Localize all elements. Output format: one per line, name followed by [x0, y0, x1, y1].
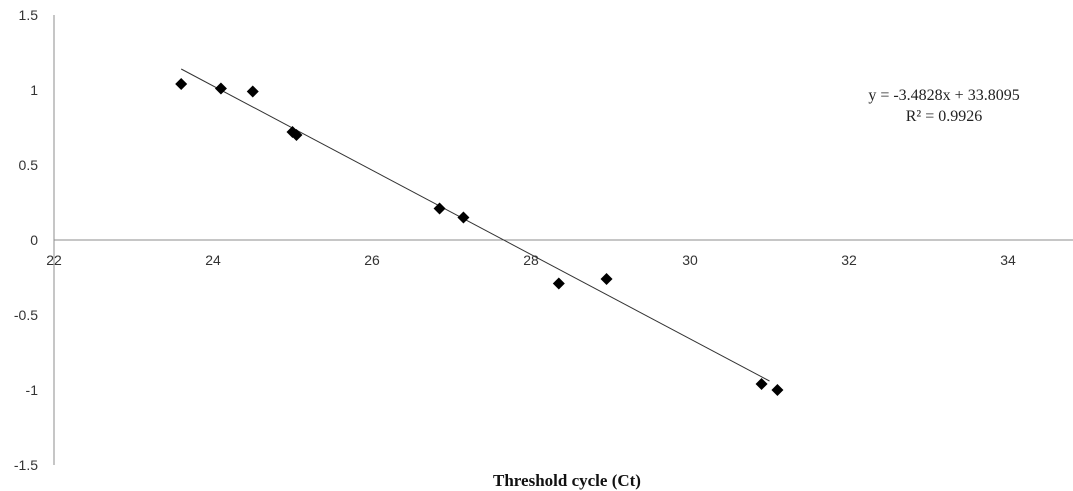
x-tick-label: 22: [46, 252, 62, 268]
data-point-diamond: [755, 378, 768, 390]
x-tick-label: 34: [1000, 252, 1016, 268]
r-squared-label: R² = 0.9926: [906, 108, 983, 125]
x-tick-label: 32: [841, 252, 857, 268]
y-tick-labels: 1.5 1 0.5 0 -0.5 -1 -1.5: [14, 7, 38, 473]
x-tick-label: 30: [682, 252, 698, 268]
data-point-diamond: [290, 129, 303, 141]
y-tick-label: -0.5: [14, 307, 38, 323]
data-point-diamond: [552, 277, 565, 290]
data-point-diamond: [433, 202, 446, 215]
y-tick-label: 0.5: [19, 157, 39, 173]
x-tick-label: 28: [523, 252, 539, 268]
trendline: [180, 68, 770, 382]
x-tick-label: 26: [364, 252, 380, 268]
x-tick-label: 24: [205, 252, 221, 268]
y-tick-label: 1.5: [19, 7, 39, 23]
y-tick-label: 1: [30, 82, 38, 98]
data-point-diamond: [214, 82, 227, 95]
data-point-diamond: [175, 78, 188, 90]
data-points: [175, 78, 784, 396]
data-point-diamond: [771, 384, 784, 396]
data-point-diamond: [246, 85, 259, 98]
data-point-diamond: [600, 273, 613, 285]
trendline-equation: y = -3.4828x + 33.8095: [868, 87, 1019, 104]
y-tick-label: 0: [30, 232, 38, 248]
y-tick-label: -1.5: [14, 457, 38, 473]
y-tick-label: -1: [26, 382, 39, 398]
axes: [53, 15, 1073, 465]
x-tick-labels: 22 24 26 28 30 32 34: [46, 252, 1016, 268]
x-axis-label: Threshold cycle (Ct): [493, 471, 641, 490]
data-point-diamond: [457, 211, 470, 224]
